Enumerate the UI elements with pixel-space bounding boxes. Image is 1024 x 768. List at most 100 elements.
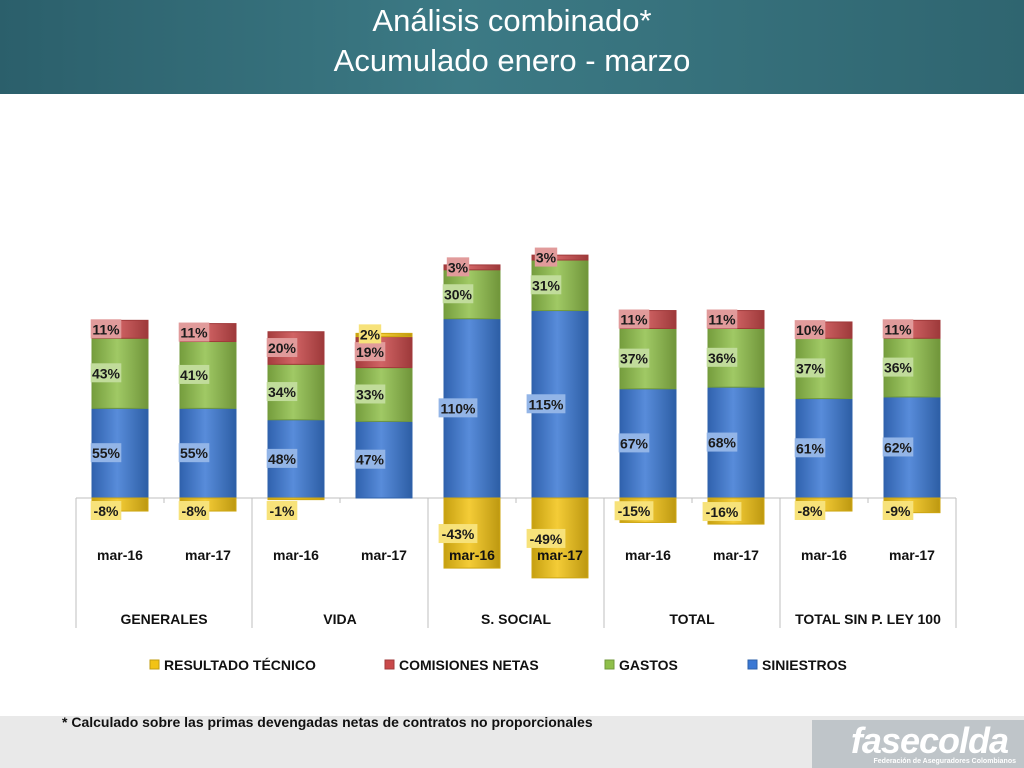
data-label: 20% bbox=[268, 340, 297, 356]
data-label: 62% bbox=[884, 439, 913, 455]
legend-label: RESULTADO TÉCNICO bbox=[164, 657, 316, 673]
data-label: -9% bbox=[886, 503, 911, 519]
data-label-box bbox=[706, 309, 738, 329]
data-label-box bbox=[882, 357, 914, 377]
data-label: -8% bbox=[94, 503, 119, 519]
slide-title-line1: Análisis combinado* bbox=[372, 3, 652, 38]
group-label: TOTAL SIN P. LEY 100 bbox=[795, 611, 941, 627]
data-label: 37% bbox=[620, 351, 649, 367]
data-label: 43% bbox=[92, 365, 121, 381]
footnote: * Calculado sobre las primas devengadas … bbox=[62, 714, 593, 730]
data-label-box bbox=[354, 449, 386, 469]
title-banner: Análisis combinado* Acumulado enero - ma… bbox=[0, 0, 1024, 94]
data-label-box bbox=[882, 501, 914, 520]
data-label: -49% bbox=[530, 531, 563, 547]
x-tick-label: mar-17 bbox=[185, 547, 231, 563]
data-label-box bbox=[534, 247, 558, 267]
legend-swatch bbox=[747, 659, 758, 670]
data-label-box bbox=[438, 524, 478, 544]
stacked-bar-chart: 55% 43% 11% -8% mar-16 55% 41% 11% -8% mar-17 48% 3… bbox=[75, 247, 957, 673]
data-label: 11% bbox=[884, 321, 912, 337]
logo-wordmark: fasecolda bbox=[850, 720, 1009, 761]
data-label-box bbox=[794, 501, 826, 520]
slide-title-line2: Acumulado enero - marzo bbox=[333, 43, 691, 78]
data-label-box bbox=[706, 347, 738, 367]
data-label-box bbox=[358, 324, 382, 344]
group-label: TOTAL bbox=[669, 611, 715, 627]
data-label-box bbox=[618, 348, 650, 368]
data-label: 48% bbox=[268, 451, 297, 467]
legend-swatch bbox=[604, 659, 615, 670]
data-label-box bbox=[618, 433, 650, 453]
data-label-box bbox=[354, 384, 386, 404]
data-label-box bbox=[438, 398, 478, 418]
group-label: VIDA bbox=[323, 611, 356, 627]
data-label: -16% bbox=[706, 504, 739, 520]
data-label: 3% bbox=[448, 259, 469, 275]
data-label: -15% bbox=[618, 503, 651, 519]
logo-subtitle: Federación de Aseguradores Colombianos bbox=[873, 758, 1017, 765]
bar-resultado-tecnico-2 bbox=[267, 497, 325, 501]
legend-label: SINIESTROS bbox=[762, 657, 847, 673]
data-label: -43% bbox=[442, 526, 475, 542]
data-label-box bbox=[266, 338, 298, 358]
data-label: 41% bbox=[180, 367, 209, 383]
data-label-box bbox=[882, 437, 914, 457]
data-label: 30% bbox=[444, 286, 473, 302]
x-tick-label: mar-16 bbox=[449, 547, 495, 563]
data-label: 10% bbox=[796, 322, 825, 338]
data-label: 11% bbox=[708, 312, 736, 328]
legend-swatch bbox=[149, 659, 160, 670]
data-label-box bbox=[178, 364, 210, 384]
data-label-box bbox=[90, 501, 122, 520]
data-label-box bbox=[446, 257, 470, 277]
x-tick-label: mar-17 bbox=[713, 547, 759, 563]
data-label: 68% bbox=[708, 435, 737, 451]
data-label: 36% bbox=[884, 360, 913, 376]
data-label: 36% bbox=[708, 350, 737, 366]
data-label-box bbox=[614, 501, 654, 521]
data-label: 3% bbox=[536, 250, 557, 266]
data-label-box bbox=[882, 319, 914, 339]
data-label: 34% bbox=[268, 384, 297, 400]
x-tick-label: mar-17 bbox=[889, 547, 935, 563]
legend-label: GASTOS bbox=[619, 657, 678, 673]
data-label: 2% bbox=[360, 326, 381, 342]
data-label-box bbox=[618, 309, 650, 329]
data-label: -8% bbox=[182, 503, 207, 519]
data-label: 33% bbox=[356, 386, 385, 402]
data-label-box bbox=[530, 275, 562, 295]
data-label: 55% bbox=[92, 445, 121, 461]
data-label-box bbox=[526, 528, 566, 548]
data-label: 11% bbox=[620, 312, 648, 328]
data-label: 47% bbox=[356, 452, 385, 468]
x-tick-label: mar-16 bbox=[273, 547, 319, 563]
data-label: 115% bbox=[528, 396, 564, 412]
x-tick-label: mar-16 bbox=[625, 547, 671, 563]
data-label: 31% bbox=[532, 277, 561, 293]
data-label: 19% bbox=[356, 344, 385, 360]
data-label-box bbox=[178, 322, 210, 342]
bar-comisiones-netas-4 bbox=[443, 264, 501, 271]
data-label: 110% bbox=[440, 400, 476, 416]
data-label-box bbox=[266, 448, 298, 468]
data-label-box bbox=[266, 501, 298, 520]
data-label-box bbox=[266, 382, 298, 402]
data-label: 11% bbox=[92, 321, 120, 337]
x-tick-label: mar-17 bbox=[361, 547, 407, 563]
data-label: 67% bbox=[620, 435, 649, 451]
data-label-box bbox=[178, 443, 210, 463]
data-label-box bbox=[794, 438, 826, 458]
group-label: GENERALES bbox=[120, 611, 207, 627]
x-tick-label: mar-17 bbox=[537, 547, 583, 563]
data-label: 37% bbox=[796, 360, 825, 376]
data-label: 61% bbox=[796, 440, 825, 456]
data-label-box bbox=[90, 443, 122, 463]
x-tick-label: mar-16 bbox=[801, 547, 847, 563]
group-label: S. SOCIAL bbox=[481, 611, 551, 627]
data-label-box bbox=[794, 320, 826, 340]
data-label-box bbox=[442, 284, 474, 304]
data-label: -1% bbox=[270, 503, 295, 519]
fasecolda-logo: fasecolda Federación de Aseguradores Col… bbox=[812, 720, 1024, 768]
data-label-box bbox=[354, 342, 386, 362]
